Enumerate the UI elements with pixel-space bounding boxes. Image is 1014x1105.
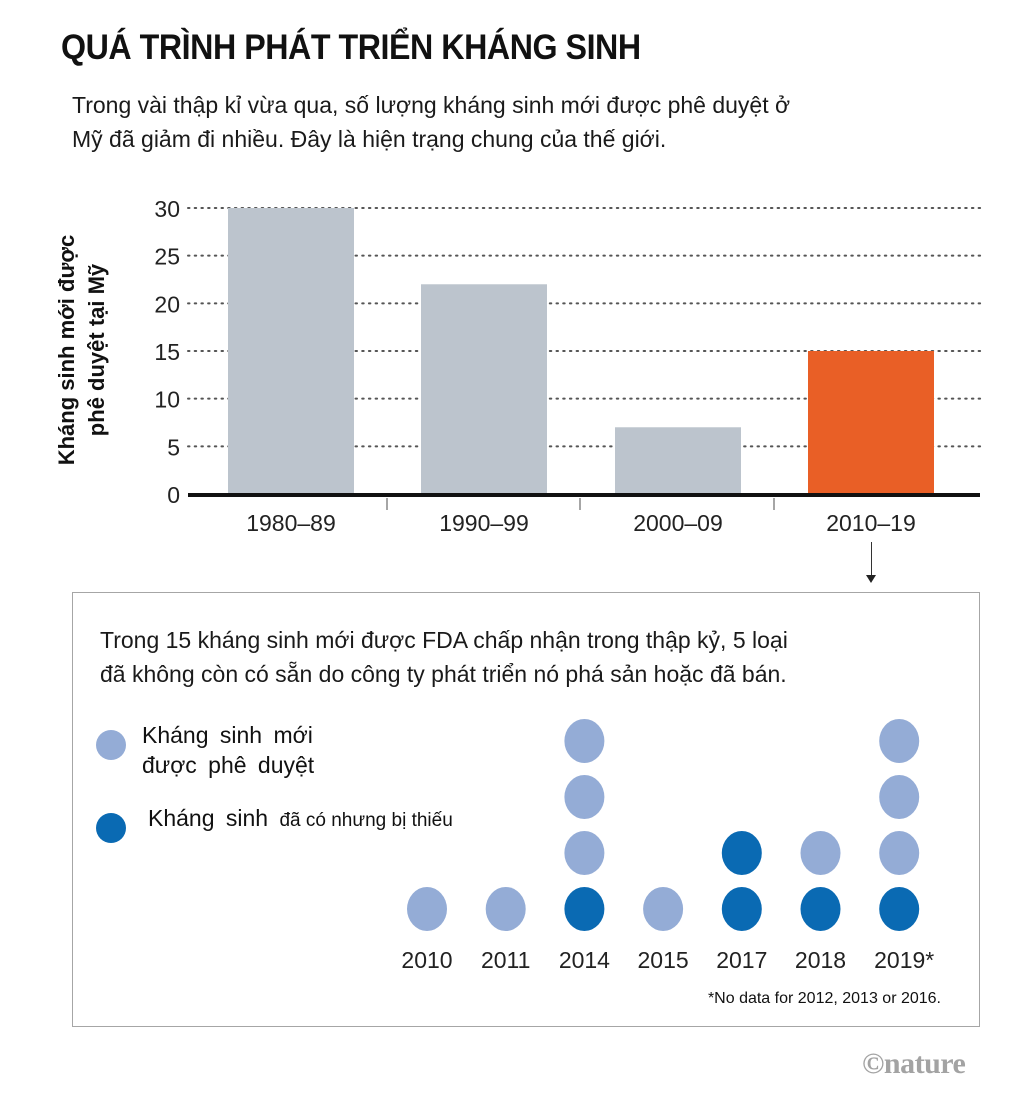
year-label: 2010 <box>401 947 452 973</box>
bar-chart: 0 5 10 15 20 25 30 1980–89 1990–99 2000–09 2010–19 <box>154 196 983 536</box>
pointer-arrow-head-icon <box>866 575 876 583</box>
dot-approved-2019* <box>879 831 920 875</box>
year-label: 2011 <box>481 947 530 973</box>
year-label: 2015 <box>638 947 689 973</box>
y-tick-label: 30 <box>154 196 180 222</box>
year-label: 2019* <box>874 947 934 973</box>
legend-label-approved: Kháng sinh mới được phê duyệt <box>142 722 315 778</box>
dot-shortage-2018 <box>800 887 841 931</box>
dot-shortage-2014 <box>564 887 605 931</box>
x-tick-label: 2010–19 <box>826 510 916 536</box>
dot-approved-2019* <box>879 775 920 819</box>
dot-chart-footnote: *No data for 2012, 2013 or 2016. <box>707 990 941 1007</box>
dot-chart: 2010 2011 2014 2015 2017 2018 2019* <box>401 719 934 973</box>
y-tick-label: 5 <box>167 434 180 460</box>
year-label: 2017 <box>716 947 767 973</box>
dot-approved-2015 <box>643 887 684 931</box>
x-tick-label: 1990–99 <box>439 510 529 536</box>
infographic-title: QUÁ TRÌNH PHÁT TRIỂN KHÁNG SINH <box>61 28 641 67</box>
dot-approved-2018 <box>800 831 841 875</box>
pointer-arrow-line <box>871 542 872 578</box>
legend-label-shortage: Kháng sinh đã có nhưng bị thiếu <box>148 803 453 836</box>
dot-approved-2014 <box>564 831 605 875</box>
dot-shortage-2017 <box>721 887 762 931</box>
infographic-subtitle: Trong vài thập kỉ vừa qua, số lượng khán… <box>72 92 791 152</box>
legend-item-approved: Kháng sinh mới được phê duyệt <box>96 720 314 780</box>
decade-detail-panel <box>72 592 980 1027</box>
dot-approved-2019* <box>879 719 920 763</box>
bar-2010–19 <box>808 351 934 494</box>
y-tick-label: 20 <box>154 291 180 317</box>
dot-approved-2011 <box>485 887 526 931</box>
dot-shortage-2017 <box>721 831 762 875</box>
legend-label-shortage-main: Kháng sinh <box>148 805 280 831</box>
bar-1990–99 <box>421 284 547 494</box>
dot-approved-2014 <box>564 719 605 763</box>
bar-2000–09 <box>615 427 741 494</box>
year-label: 2014 <box>559 947 610 973</box>
legend-dot-shortage-icon <box>96 813 126 843</box>
y-tick-label: 15 <box>154 339 180 365</box>
dot-shortage-2019* <box>879 887 920 931</box>
legend-label-shortage-small: đã có nhưng bị thiếu <box>279 810 453 831</box>
y-tick-label: 0 <box>167 482 180 508</box>
year-label: 2018 <box>795 947 846 973</box>
decade-detail-text: Trong 15 kháng sinh mới được FDA chấp nh… <box>100 627 788 687</box>
dot-approved-2014 <box>564 775 605 819</box>
dot-approved-2010 <box>407 887 447 931</box>
y-tick-label: 25 <box>154 244 180 270</box>
x-tick-label: 2000–09 <box>633 510 723 536</box>
x-tick-label: 1980–89 <box>246 510 336 536</box>
nature-credit-logo: ©nature <box>862 1047 966 1080</box>
legend-dot-approved-icon <box>96 730 126 760</box>
bar-1980–89 <box>228 208 354 494</box>
legend-item-shortage: Kháng sinh đã có nhưng bị thiếu <box>96 803 453 843</box>
y-tick-label: 10 <box>154 387 180 413</box>
